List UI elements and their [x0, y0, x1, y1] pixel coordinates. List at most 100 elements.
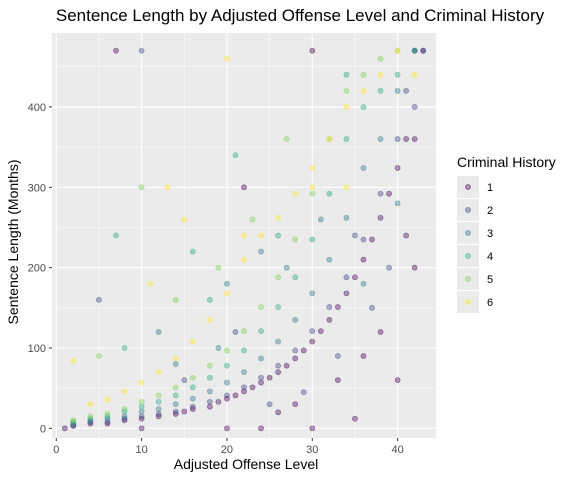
data-point: [172, 355, 179, 362]
data-point: [224, 425, 230, 432]
data-point: [411, 104, 418, 110]
data-point: [138, 47, 145, 54]
data-point: [87, 401, 94, 408]
data-point: [241, 384, 247, 391]
data-point: [386, 264, 392, 271]
data-point: [360, 165, 367, 171]
data-point: [121, 345, 128, 351]
data-point: [360, 256, 367, 263]
data-point: [292, 347, 299, 354]
legend-symbol: [465, 207, 471, 213]
data-point: [87, 417, 94, 424]
y-tick-label: 0: [40, 423, 46, 435]
data-point: [155, 410, 162, 417]
data-point: [113, 47, 119, 54]
data-point: [326, 304, 333, 310]
data-point: [403, 232, 410, 239]
data-point: [360, 104, 367, 110]
data-point: [275, 338, 282, 345]
data-point: [326, 256, 333, 263]
data-point: [87, 419, 94, 425]
x-tick-label: 20: [221, 444, 233, 456]
legend-symbol: [465, 184, 471, 190]
legend-symbol: [465, 299, 471, 305]
data-point: [386, 190, 392, 197]
data-point: [138, 403, 145, 410]
data-point: [172, 361, 179, 367]
legend-title: Criminal History: [457, 154, 556, 170]
data-point: [206, 398, 213, 405]
data-point: [87, 420, 94, 427]
data-point: [275, 369, 282, 376]
data-point: [241, 369, 247, 376]
data-point: [189, 374, 196, 381]
data-point: [292, 190, 299, 197]
data-point: [403, 136, 410, 142]
data-point: [241, 232, 247, 239]
data-point: [309, 165, 316, 171]
data-point: [275, 274, 282, 281]
data-point: [377, 190, 384, 197]
x-axis-label: Adjusted Offense Level: [174, 456, 319, 472]
data-point: [309, 236, 316, 243]
data-point: [300, 347, 307, 354]
data-point: [292, 401, 299, 408]
data-point: [104, 396, 111, 403]
data-point: [317, 216, 324, 223]
data-point: [411, 47, 418, 54]
data-point: [309, 328, 316, 335]
data-point: [343, 71, 350, 78]
data-point: [241, 184, 247, 191]
y-tick-label: 400: [28, 102, 46, 114]
data-point: [206, 362, 213, 369]
data-point: [224, 395, 230, 402]
data-point: [343, 290, 350, 297]
data-point: [334, 304, 341, 310]
legend-label: 3: [487, 228, 493, 240]
data-point: [275, 409, 282, 416]
data-point: [181, 377, 188, 384]
legend-key: [457, 199, 479, 221]
data-point: [206, 374, 213, 381]
data-point: [138, 184, 145, 191]
data-point: [172, 408, 179, 415]
data-point: [87, 413, 94, 420]
data-point: [155, 392, 162, 399]
data-point: [283, 362, 290, 369]
data-point: [360, 87, 367, 94]
data-point: [309, 425, 316, 432]
legend-label: 6: [487, 297, 493, 309]
data-point: [172, 384, 179, 391]
data-point: [224, 362, 230, 369]
x-tick-label: 30: [306, 444, 318, 456]
data-point: [292, 355, 299, 362]
data-point: [326, 316, 333, 323]
data-point: [70, 357, 77, 364]
data-point: [300, 389, 307, 396]
y-tick-label: 200: [28, 263, 46, 275]
data-point: [360, 353, 367, 359]
legend-symbol: [465, 230, 471, 236]
data-point: [104, 420, 111, 427]
data-point: [309, 338, 316, 345]
data-point: [394, 377, 401, 384]
data-point: [258, 248, 264, 255]
data-point: [275, 304, 282, 310]
data-point: [377, 136, 384, 142]
data-point: [224, 280, 230, 287]
data-point: [326, 190, 333, 197]
legend-key: [457, 268, 479, 290]
data-point: [309, 290, 316, 297]
data-point: [241, 388, 247, 395]
data-point: [377, 87, 384, 94]
data-point: [206, 316, 213, 323]
data-point: [394, 200, 401, 207]
data-point: [121, 417, 128, 424]
series-4: [70, 47, 418, 425]
series-2: [70, 47, 427, 429]
data-point: [224, 55, 230, 62]
legend-symbol: [465, 253, 471, 259]
data-point: [224, 392, 230, 399]
legend-key: [457, 222, 479, 244]
